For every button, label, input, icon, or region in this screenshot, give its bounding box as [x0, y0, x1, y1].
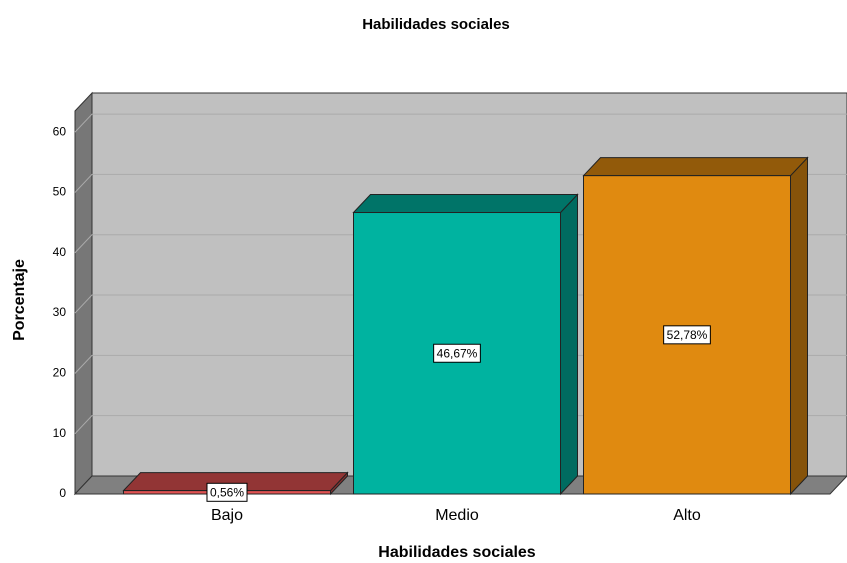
grid-line: [74, 113, 847, 133]
x-tick-label: Medio: [435, 507, 479, 524]
x-tick-label: Alto: [673, 507, 701, 524]
y-tick-label: 10: [53, 426, 67, 440]
y-tick-label: 40: [53, 245, 67, 259]
value-label-box: [433, 343, 481, 363]
y-axis-label: Porcentaje: [11, 259, 28, 341]
side-wall: [74, 91, 93, 496]
y-tick-label: 50: [53, 185, 67, 199]
value-label: 0,56%: [210, 485, 244, 499]
x-tick-label: Bajo: [211, 507, 243, 524]
bar-side: [790, 156, 808, 496]
value-label: 52,78%: [667, 328, 708, 342]
chart-title: Habilidades sociales: [362, 16, 510, 33]
y-tick-label: 20: [53, 366, 67, 380]
bar-top: [352, 194, 579, 214]
y-tick-label: 30: [53, 305, 67, 319]
y-tick-label: 0: [59, 486, 66, 500]
value-label: 46,67%: [437, 346, 478, 360]
bar-side: [560, 193, 578, 496]
value-label-box: [206, 482, 248, 502]
y-tick-label: 60: [53, 124, 67, 138]
bar-top: [582, 157, 809, 177]
x-axis-label: Habilidades sociales: [378, 544, 536, 561]
value-label-box: [663, 325, 711, 345]
